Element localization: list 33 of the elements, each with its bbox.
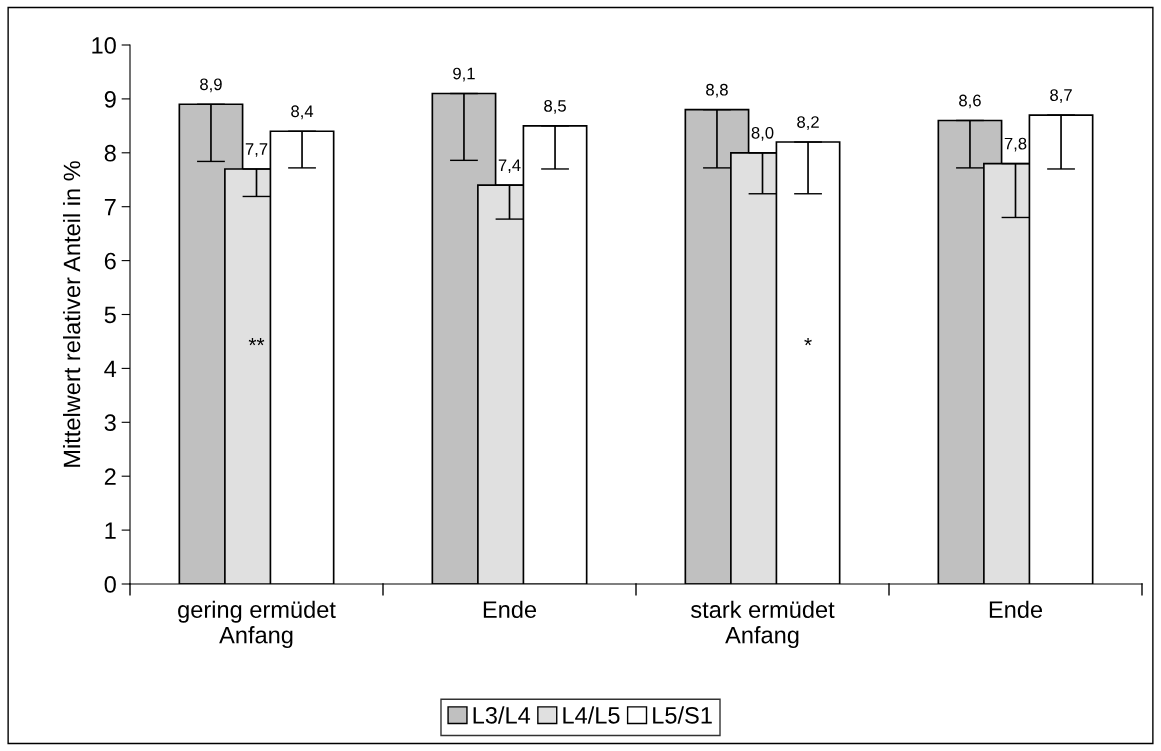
data-label: 8,5 (544, 99, 566, 114)
x-tick-label: Ende (483, 600, 537, 619)
data-label: 8,8 (706, 83, 728, 98)
y-tick-label: 0 (104, 576, 116, 593)
y-tick-label: 4 (104, 360, 117, 377)
data-label: 8,6 (959, 94, 981, 109)
annotation: * (804, 337, 812, 346)
legend-label: L4/L5 (563, 706, 620, 724)
y-tick-label: 6 (104, 252, 116, 270)
data-label: 8,2 (797, 116, 819, 130)
data-label: 7,4 (498, 159, 521, 174)
y-tick-label: 7 (104, 199, 116, 216)
data-label: 9,1 (453, 67, 475, 82)
y-axis-title: Mittelwert relativer Anteil in % (62, 161, 81, 467)
data-label: 8,9 (200, 78, 222, 93)
y-tick-label: 1 (105, 522, 116, 539)
y-tick-label: 8 (104, 144, 116, 162)
legend-label: L3/L4 (473, 706, 531, 724)
legend-label: L5/S1 (653, 706, 712, 724)
x-tick-label: gering ermüdet Anfang (178, 600, 336, 649)
x-tick-label: stark ermüdet Anfang (690, 600, 835, 649)
y-tick-label: 5 (104, 306, 116, 324)
y-tick-label: 3 (104, 414, 116, 432)
y-tick-label: 9 (104, 90, 116, 108)
data-label: 8,0 (751, 126, 774, 141)
data-label: 8,7 (1050, 89, 1072, 103)
data-label: 7,7 (245, 143, 268, 157)
data-label: 8,4 (291, 105, 314, 120)
y-tick-label: 10 (92, 37, 116, 54)
y-tick-label: 2 (104, 468, 116, 485)
annotation: ** (248, 337, 265, 346)
x-tick-label: Ende (989, 600, 1043, 619)
data-label: 7,8 (1004, 137, 1027, 152)
